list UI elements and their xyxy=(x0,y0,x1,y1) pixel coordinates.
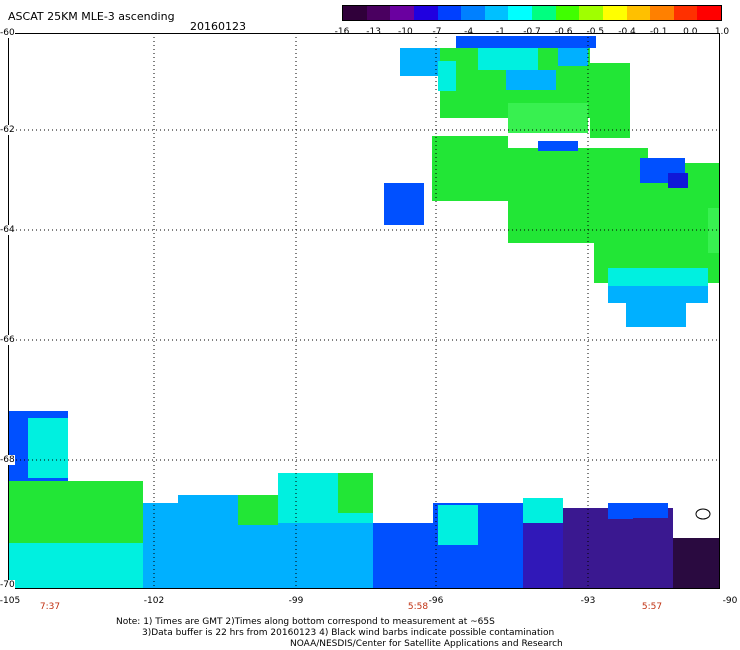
lat-label: -62 xyxy=(0,125,15,135)
color-scale-swatch xyxy=(343,6,367,20)
time-label: 5:58 xyxy=(407,602,429,612)
swath-block xyxy=(608,283,708,303)
color-scale-labels: -16 -13 -10 -7 -4 -1 -0.7 -0.6 -0.5 -0.4 -0.1 0.0 1.… xyxy=(335,27,730,39)
lon-label: -93 xyxy=(580,596,596,606)
swath-block xyxy=(338,473,373,513)
color-scale-swatch xyxy=(650,6,674,20)
lat-label: -70 xyxy=(0,580,15,590)
color-scale-swatch xyxy=(437,6,462,20)
color-scale-label: -1 xyxy=(495,27,505,37)
lon-label: -105 xyxy=(0,596,21,606)
note-line-3: NOAA/NESDIS/Center for Satellite Applica… xyxy=(290,639,563,649)
color-scale-label: -10 xyxy=(397,27,413,37)
color-scale-swatch xyxy=(508,6,532,20)
color-scale-label: -0.1 xyxy=(649,27,668,37)
color-scale-label: -0.6 xyxy=(554,27,573,37)
swath-block xyxy=(523,498,563,523)
swath-block xyxy=(626,303,686,327)
swath-block xyxy=(558,48,588,66)
color-scale-swatch xyxy=(602,6,627,20)
note-line-1: Note: 1) Times are GMT 2)Times along bot… xyxy=(116,617,495,627)
color-scale-label: 0.0 xyxy=(683,27,698,37)
lon-label: -102 xyxy=(143,596,165,606)
swath-block xyxy=(384,183,424,225)
swath-block xyxy=(478,48,538,70)
swath-block xyxy=(28,418,68,478)
map-plot-area xyxy=(8,33,720,589)
color-scale-swatch xyxy=(579,6,603,20)
color-scale-swatch xyxy=(484,6,509,20)
lat-label: -60 xyxy=(0,28,15,38)
swath-block xyxy=(590,63,630,138)
contamination-marker xyxy=(695,508,711,520)
lon-label: -90 xyxy=(722,596,738,606)
color-scale-label: -13 xyxy=(366,27,382,37)
swath-block xyxy=(633,518,673,588)
color-scale-label: -4 xyxy=(464,27,474,37)
swath-block xyxy=(608,268,708,286)
swath-block xyxy=(438,505,478,545)
color-scale-bar xyxy=(342,5,722,21)
swath-block xyxy=(508,103,588,133)
color-scale-swatch xyxy=(673,6,698,20)
swath-block xyxy=(668,173,688,188)
color-scale-swatch xyxy=(555,6,580,20)
lat-label: -64 xyxy=(0,225,15,235)
swath-block xyxy=(673,538,720,589)
color-scale-label: -0.7 xyxy=(523,27,541,37)
time-label: 5:57 xyxy=(641,602,663,612)
map-title: ASCAT 25KM MLE-3 ascending xyxy=(8,10,175,23)
swath-block xyxy=(8,543,143,589)
swath-block xyxy=(238,495,278,525)
color-scale-swatch xyxy=(626,6,651,20)
map-date: 20160123 xyxy=(190,20,246,33)
map-frame xyxy=(8,33,720,589)
color-scale-swatch xyxy=(366,6,391,20)
swath-block xyxy=(438,61,456,91)
time-label: 7:37 xyxy=(39,602,61,612)
swath-block xyxy=(400,48,440,76)
color-scale-swatch xyxy=(697,6,721,20)
lat-label: -68 xyxy=(0,455,15,465)
swath-block xyxy=(538,141,578,151)
lon-label: -99 xyxy=(288,596,304,606)
swath-block xyxy=(456,36,596,48)
color-scale-swatch xyxy=(532,6,556,20)
swath-block xyxy=(506,70,556,90)
note-line-2: 3)Data buffer is 22 hrs from 20160123 4)… xyxy=(142,628,555,638)
color-scale-label: -0.5 xyxy=(586,27,605,37)
color-scale-swatch xyxy=(413,6,438,20)
color-scale-swatch xyxy=(461,6,485,20)
swath-block xyxy=(373,523,433,589)
color-scale-label: -0.4 xyxy=(618,27,636,37)
lon-label: -96 xyxy=(428,596,444,606)
swath-block xyxy=(708,208,720,253)
color-scale-swatch xyxy=(390,6,414,20)
swath-block xyxy=(432,136,508,201)
color-scale-label: 1.0 xyxy=(714,27,730,37)
color-scale-label: -7 xyxy=(432,27,442,37)
swath-block xyxy=(608,503,668,519)
color-scale-label: -16 xyxy=(334,27,350,37)
lat-label: -66 xyxy=(0,335,15,345)
